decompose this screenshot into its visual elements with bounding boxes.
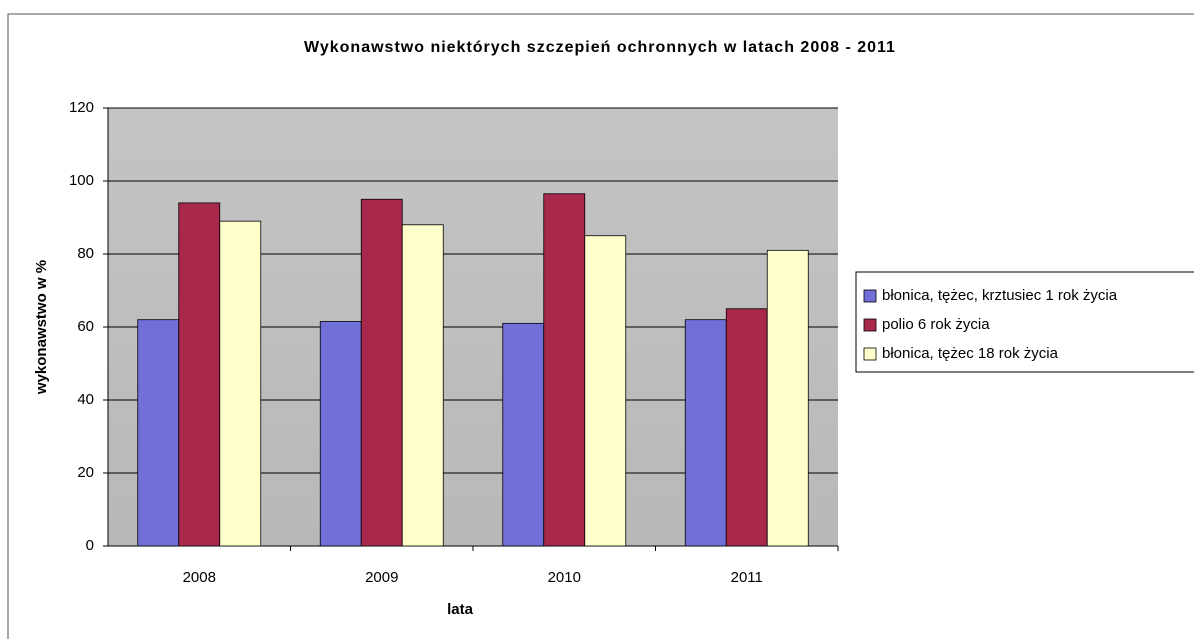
bar	[138, 320, 179, 546]
chart-title: Wykonawstwo niektórych szczepień ochronn…	[304, 39, 896, 56]
bar	[402, 225, 443, 546]
y-axis-label: wykonawstwo w %	[33, 260, 50, 395]
chart: Wykonawstwo niektórych szczepień ochronn…	[0, 0, 1194, 639]
x-axis-label: lata	[447, 601, 474, 618]
y-tick-label: 60	[77, 318, 94, 335]
y-tick-label: 80	[77, 245, 94, 262]
bar	[544, 194, 585, 546]
x-tick-label: 2010	[548, 569, 581, 586]
y-tick-label: 120	[69, 99, 94, 116]
legend-swatch	[864, 319, 876, 331]
y-tick-label: 20	[77, 464, 94, 481]
y-tick-label: 40	[77, 391, 94, 408]
y-tick-label: 0	[86, 537, 94, 554]
legend-swatch	[864, 348, 876, 360]
legend-label: błonica, tężec, krztusiec 1 rok życia	[882, 287, 1118, 304]
legend-swatch	[864, 290, 876, 302]
legend-label: błonica, tężec 18 rok życia	[882, 345, 1059, 362]
x-tick-label: 2008	[183, 569, 216, 586]
bar	[220, 221, 261, 546]
bar	[726, 309, 767, 546]
bar	[361, 199, 402, 546]
legend-label: polio 6 rok życia	[882, 316, 990, 333]
bar	[767, 250, 808, 546]
x-tick-label: 2011	[731, 569, 763, 586]
bar	[585, 236, 626, 546]
bar	[503, 323, 544, 546]
bar	[685, 320, 726, 546]
y-tick-label: 100	[69, 172, 94, 189]
x-tick-label: 2009	[365, 569, 398, 586]
bar	[320, 322, 361, 546]
bar	[179, 203, 220, 546]
